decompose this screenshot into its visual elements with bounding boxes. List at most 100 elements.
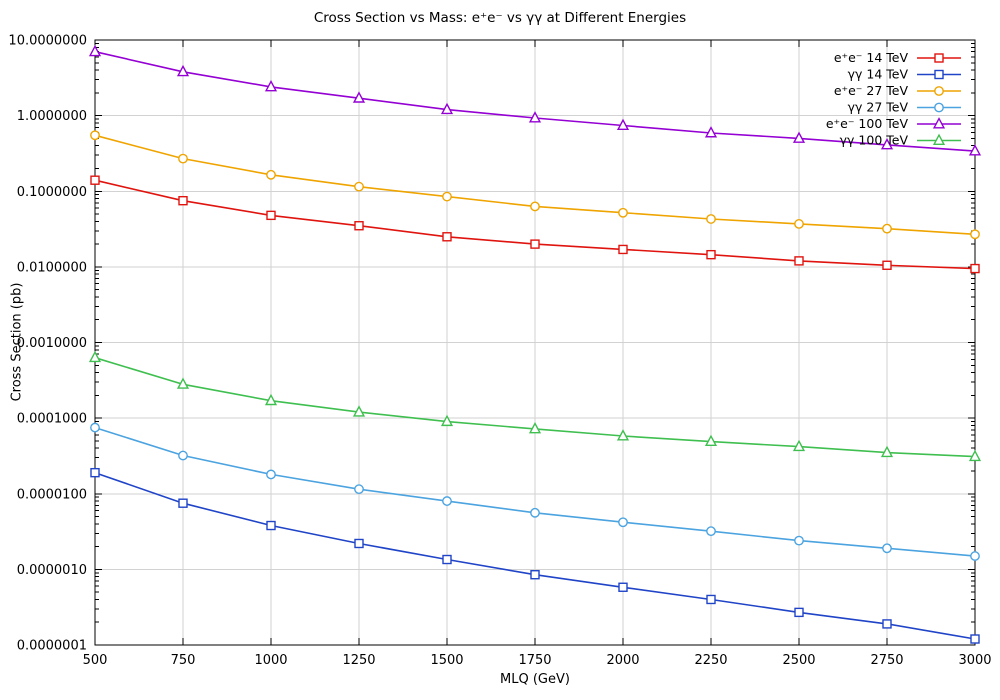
- marker-triangle: [264, 79, 278, 92]
- x-tick-label: 1000: [254, 653, 287, 668]
- y-tick-label: 0.0100000: [17, 260, 87, 275]
- x-tick-label: 1500: [430, 653, 463, 668]
- marker-square: [794, 256, 804, 266]
- marker-triangle: [440, 414, 454, 427]
- marker-circle: [934, 86, 944, 96]
- marker-square: [90, 467, 100, 478]
- marker-circle: [882, 223, 892, 234]
- marker-circle: [970, 551, 980, 561]
- x-tick-label: 2500: [782, 653, 815, 668]
- marker-triangle: [176, 377, 190, 389]
- marker-circle: [266, 169, 276, 180]
- marker-square: [618, 244, 628, 255]
- marker-square: [442, 554, 452, 565]
- marker-square: [882, 260, 892, 270]
- marker-square: [178, 195, 188, 206]
- marker-triangle: [968, 449, 982, 462]
- axis-ticks: [94, 39, 976, 646]
- marker-triangle: [880, 138, 894, 150]
- marker-circle: [178, 450, 188, 461]
- marker-triangle: [352, 405, 366, 417]
- x-tick-label: 2750: [870, 653, 903, 668]
- marker-square: [882, 619, 892, 629]
- marker-triangle: [352, 91, 366, 103]
- marker-circle: [354, 181, 364, 192]
- marker-square: [934, 69, 944, 80]
- y-tick-label: 0.0010000: [17, 336, 87, 351]
- marker-triangle: [264, 393, 278, 406]
- legend-label: γγ 14 TeV: [848, 67, 909, 82]
- series-4: [90, 422, 980, 561]
- series-5: [88, 44, 982, 156]
- series-2: [90, 467, 980, 644]
- x-tick-label: 750: [171, 653, 196, 668]
- marker-circle: [530, 201, 540, 212]
- marker-triangle: [616, 118, 630, 131]
- x-tick-label: 2000: [606, 653, 639, 668]
- marker-square: [934, 53, 944, 63]
- axis-tick-labels: 500 750 1000 1250 1500 1750 2000 2250 2500 2750 30…: [8, 34, 991, 669]
- marker-triangle: [88, 44, 102, 57]
- marker-circle: [934, 102, 944, 113]
- marker-square: [442, 232, 452, 242]
- marker-square: [178, 498, 188, 508]
- marker-circle: [970, 229, 980, 240]
- marker-triangle: [440, 102, 454, 115]
- marker-triangle: [88, 350, 102, 363]
- marker-circle: [178, 153, 188, 164]
- marker-square: [266, 210, 276, 221]
- marker-triangle: [792, 439, 806, 452]
- marker-circle: [266, 469, 276, 480]
- marker-triangle: [616, 429, 630, 441]
- x-tick-label: 500: [83, 653, 108, 668]
- legend-label: e⁺e⁻ 100 TeV: [826, 116, 909, 131]
- x-tick-label: 2250: [694, 653, 727, 668]
- marker-square: [354, 221, 364, 231]
- marker-triangle: [528, 422, 542, 434]
- marker-circle: [354, 484, 364, 495]
- marker-square: [530, 570, 540, 580]
- x-tick-label: 1250: [342, 653, 375, 668]
- marker-triangle: [176, 64, 190, 77]
- marker-circle: [794, 219, 804, 229]
- marker-triangle: [932, 133, 946, 145]
- marker-circle: [530, 507, 540, 518]
- marker-circle: [442, 191, 452, 202]
- marker-circle: [442, 496, 452, 506]
- marker-circle: [706, 526, 716, 537]
- marker-circle: [794, 535, 804, 546]
- series-6: [88, 350, 982, 462]
- marker-circle: [706, 214, 716, 224]
- marker-square: [794, 607, 804, 618]
- chart-title: Cross Section vs Mass: e⁺e⁻ vs γγ at Dif…: [313, 10, 687, 26]
- marker-triangle: [932, 117, 946, 129]
- marker-triangle: [704, 126, 718, 138]
- y-tick-label: 0.0000010: [17, 563, 87, 578]
- y-tick-label: 0.0000001: [17, 639, 87, 654]
- x-axis-label: MLQ (GeV): [500, 672, 570, 687]
- legend-label: γγ 27 TeV: [848, 100, 909, 115]
- marker-circle: [90, 422, 100, 433]
- marker-circle: [882, 543, 892, 554]
- marker-circle: [618, 517, 628, 528]
- marker-square: [530, 239, 540, 249]
- legend-label: γγ 100 TeV: [840, 133, 909, 148]
- marker-circle: [90, 130, 100, 141]
- marker-triangle: [704, 434, 718, 447]
- marker-square: [90, 175, 100, 185]
- series-1: [90, 175, 980, 274]
- marker-triangle: [528, 111, 542, 123]
- marker-square: [970, 263, 980, 274]
- marker-square: [706, 249, 716, 260]
- marker-square: [706, 594, 716, 605]
- series-3: [90, 130, 980, 240]
- y-tick-label: 0.1000000: [17, 185, 87, 200]
- y-tick-label: 1.0000000: [17, 109, 87, 124]
- marker-square: [266, 520, 276, 531]
- marker-triangle: [880, 445, 894, 458]
- y-tick-label: 0.0001000: [17, 412, 87, 427]
- marker-circle: [618, 207, 628, 218]
- legend-label: e⁺e⁻ 27 TeV: [834, 83, 909, 98]
